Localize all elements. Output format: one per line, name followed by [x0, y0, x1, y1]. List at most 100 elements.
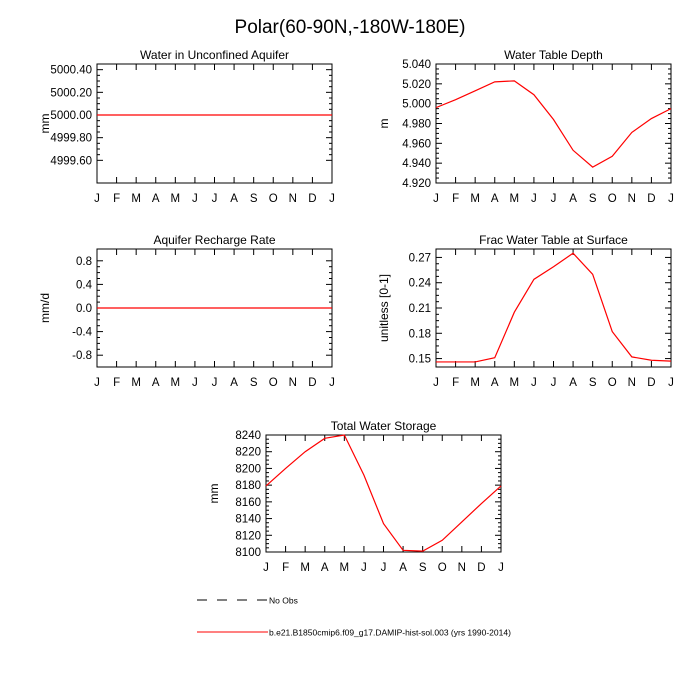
x-tick-label: J — [94, 193, 100, 205]
x-tick-label: J — [551, 377, 557, 389]
x-tick-label: J — [668, 377, 674, 389]
y-tick-label: 0.4 — [76, 279, 93, 291]
x-tick-label: D — [477, 562, 485, 574]
x-tick-label: M — [300, 562, 310, 574]
x-tick-label: A — [491, 193, 499, 205]
x-tick-label: A — [569, 193, 577, 205]
x-tick-label: J — [433, 193, 439, 205]
x-tick-label: M — [171, 193, 181, 205]
x-tick-label: J — [192, 377, 198, 389]
x-tick-label: M — [470, 377, 480, 389]
y-tick-label: 4.920 — [402, 178, 431, 190]
y-tick-label: 5.000 — [402, 99, 431, 111]
plot-frame — [265, 434, 502, 553]
legend: No Obs b.e21.B1850cmip6.f09_g17.DAMIP-his… — [197, 596, 511, 638]
x-tick-label: F — [452, 193, 459, 205]
x-tick-label: M — [131, 377, 141, 389]
x-tick-label: S — [419, 562, 427, 574]
x-tick-label: M — [510, 377, 520, 389]
x-tick-label: J — [381, 562, 387, 574]
y-tick-label: 0.0 — [76, 303, 92, 315]
x-tick-label: F — [282, 562, 289, 574]
y-tick-label: -0.8 — [72, 350, 92, 362]
y-tick-label: 4.960 — [402, 138, 431, 150]
x-tick-label: D — [647, 193, 655, 205]
x-tick-label: J — [94, 377, 100, 389]
x-tick-label: J — [212, 377, 218, 389]
y-tick-label: 8180 — [235, 480, 261, 492]
y-tick-label: 0.15 — [409, 354, 431, 366]
y-tick-label: 4.940 — [402, 158, 431, 170]
x-tick-label: J — [212, 193, 218, 205]
y-tick-label: 8160 — [235, 497, 261, 509]
x-tick-label: J — [498, 562, 504, 574]
y-tick-label: 5000.40 — [50, 65, 92, 77]
x-tick-label: A — [152, 193, 160, 205]
x-tick-label: S — [589, 377, 597, 389]
x-tick-label: A — [491, 377, 499, 389]
x-tick-label: A — [321, 562, 329, 574]
y-tick-label: 0.27 — [409, 252, 431, 264]
x-tick-label: J — [329, 193, 335, 205]
y-tick-label: 0.18 — [409, 328, 431, 340]
x-tick-label: N — [628, 377, 636, 389]
chart-title: Total Water Storage — [331, 419, 437, 433]
series-line — [435, 80, 672, 168]
y-tick-label: 4999.60 — [50, 155, 92, 167]
figure-title: Polar(60-90N,-180W-180E) — [235, 17, 466, 38]
x-tick-label: N — [289, 377, 297, 389]
x-tick-label: J — [192, 193, 198, 205]
x-tick-label: A — [230, 377, 238, 389]
y-tick-label: 5000.00 — [50, 110, 92, 122]
x-tick-label: J — [531, 377, 537, 389]
y-tick-label: 5.020 — [402, 79, 431, 91]
y-tick-label: 4999.80 — [50, 133, 92, 145]
x-tick-label: D — [308, 193, 316, 205]
chart-title: Frac Water Table at Surface — [479, 233, 628, 247]
y-tick-label: 0.24 — [409, 278, 432, 290]
x-tick-label: J — [329, 377, 335, 389]
x-tick-label: F — [113, 377, 120, 389]
x-tick-label: S — [589, 193, 597, 205]
x-tick-label: M — [131, 193, 141, 205]
x-tick-label: N — [289, 193, 297, 205]
y-tick-label: 8140 — [235, 514, 261, 526]
plot-frame — [435, 63, 672, 184]
x-tick-label: A — [230, 193, 238, 205]
x-tick-label: O — [269, 377, 278, 389]
y-axis-label: m — [377, 119, 391, 129]
y-axis-label: unitless [0-1] — [377, 274, 391, 342]
y-tick-label: -0.4 — [72, 327, 92, 339]
x-tick-label: J — [263, 562, 269, 574]
x-tick-label: F — [452, 377, 459, 389]
x-tick-label: A — [399, 562, 407, 574]
x-tick-label: S — [250, 193, 258, 205]
y-axis-label: mm — [207, 484, 221, 504]
series-line — [265, 434, 502, 552]
y-tick-label: 8120 — [235, 530, 261, 542]
y-tick-label: 8100 — [235, 547, 261, 559]
x-tick-label: D — [308, 377, 316, 389]
x-tick-label: O — [608, 193, 617, 205]
chart-title: Water Table Depth — [504, 48, 603, 62]
plot-frame — [96, 63, 333, 184]
y-tick-label: 8200 — [235, 463, 261, 475]
y-axis-label: mm/d — [38, 293, 52, 323]
x-tick-label: M — [470, 193, 480, 205]
y-tick-label: 0.8 — [76, 256, 92, 268]
chart-title: Water in Unconfined Aquifer — [140, 48, 289, 62]
series-line — [436, 252, 672, 363]
x-tick-label: M — [171, 377, 181, 389]
x-tick-label: D — [647, 377, 655, 389]
x-tick-label: N — [458, 562, 466, 574]
x-tick-label: F — [113, 193, 120, 205]
x-tick-label: J — [531, 193, 537, 205]
y-tick-label: 0.21 — [409, 303, 431, 315]
